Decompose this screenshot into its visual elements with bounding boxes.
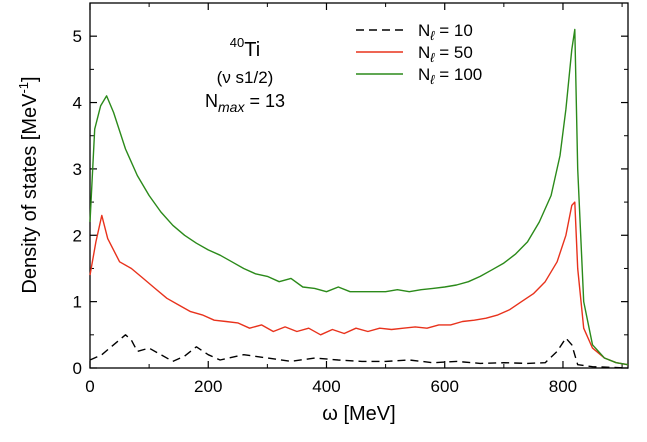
y-tick-label: 3 — [73, 160, 82, 179]
legend-label-2: Nℓ = 50 — [418, 43, 473, 65]
x-tick-label: 0 — [85, 377, 94, 396]
y-tick-label: 2 — [73, 226, 82, 245]
legend-label-1: Nℓ = 10 — [418, 21, 473, 43]
nmax-value: = 13 — [244, 91, 285, 111]
y-axis-title: Density of states [MeV-1] — [16, 76, 41, 293]
y-axis-title-end: ] — [19, 76, 41, 82]
y-tick-label: 0 — [73, 359, 82, 378]
series-line-1 — [89, 334, 629, 369]
y-axis-title-sup: -1 — [16, 82, 31, 94]
series-line-3 — [89, 28, 629, 366]
series-layer — [89, 28, 629, 369]
x-tick-label: 600 — [431, 377, 459, 396]
y-tick-label: 4 — [73, 94, 82, 113]
isotope-mass: 40 — [230, 35, 244, 50]
plot-frame — [89, 2, 629, 369]
isotope-symbol: Ti — [244, 39, 260, 61]
x-tick-label: 400 — [312, 377, 340, 396]
series-line-2 — [89, 201, 629, 366]
nmax-sub: max — [218, 99, 245, 115]
isotope-label: 40Ti — [230, 35, 260, 61]
orbital-label: (ν s1/2) — [217, 68, 274, 87]
legend-label-3: Nℓ = 100 — [418, 65, 482, 87]
ticks: 0 200 400 600 800 0 1 2 3 4 5 — [73, 3, 628, 396]
nmax-label: Nmax = 13 — [205, 91, 285, 115]
x-tick-label: 800 — [549, 377, 577, 396]
x-axis-title: ω [MeV] — [322, 403, 395, 425]
y-tick-label: 1 — [73, 293, 82, 312]
y-tick-label: 5 — [73, 27, 82, 46]
x-tick-label: 200 — [194, 377, 222, 396]
